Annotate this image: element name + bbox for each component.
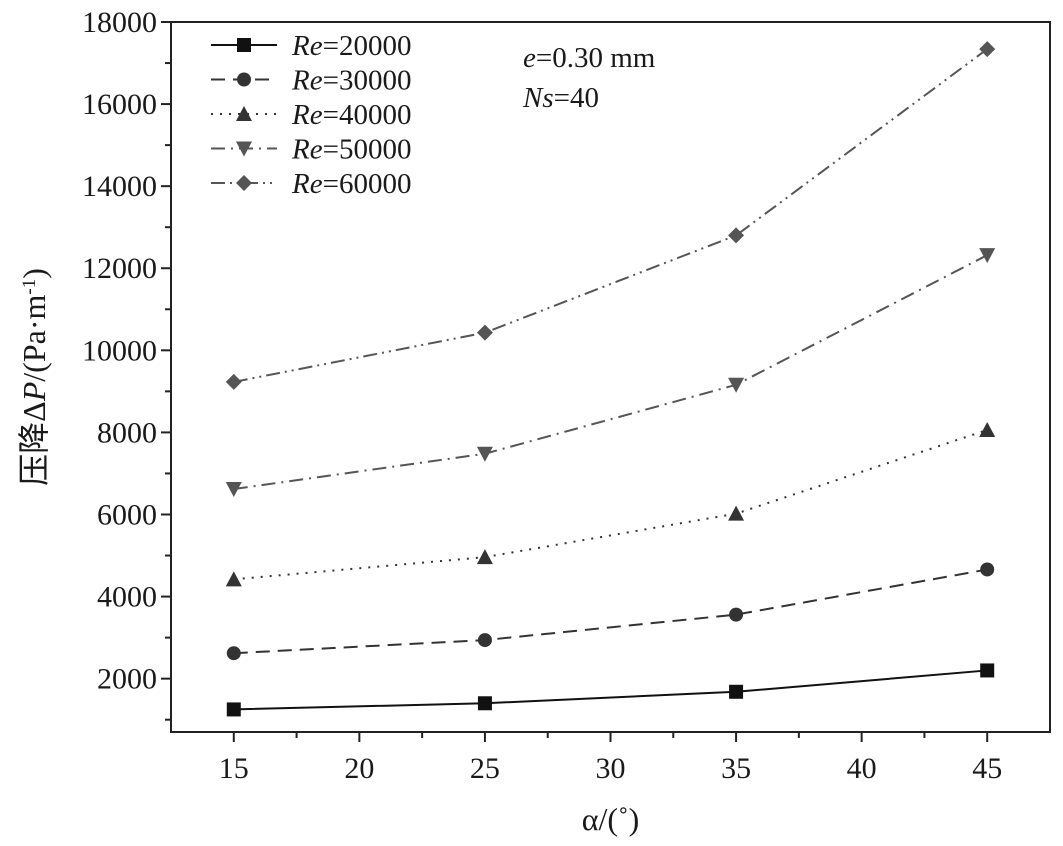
legend-label: Re=60000: [291, 168, 411, 200]
y-tick-label: 14000: [82, 170, 157, 203]
series-1: [226, 663, 995, 717]
data-point: [979, 41, 996, 58]
legend-label: Re=20000: [291, 30, 411, 62]
series-line: [233, 254, 988, 491]
annotation-text: Ns=40: [522, 82, 599, 114]
legend-item: Re=30000: [211, 65, 411, 97]
legend-label: Re=30000: [291, 65, 411, 97]
data-point: [729, 684, 744, 699]
series-line: [233, 428, 988, 581]
data-point: [728, 227, 745, 244]
data-point: [476, 446, 493, 462]
x-tick-label: 25: [470, 752, 500, 785]
legend-label: Re=50000: [291, 134, 411, 166]
series-line: [233, 48, 988, 383]
y-tick-label: 18000: [82, 6, 157, 39]
data-point: [980, 663, 995, 678]
y-tick-label: 4000: [97, 581, 157, 614]
legend-item: Re=50000: [211, 134, 411, 166]
y-tick-label: 12000: [82, 252, 157, 285]
x-tick-label: 40: [847, 752, 877, 785]
data-point: [477, 696, 492, 711]
data-point: [477, 633, 492, 648]
data-point: [728, 505, 745, 521]
data-point: [729, 607, 744, 622]
legend-marker: [237, 38, 251, 52]
y-tick-label: 6000: [97, 498, 157, 531]
series-4: [225, 248, 996, 498]
legend-item: Re=40000: [211, 99, 411, 131]
data-point: [225, 571, 242, 587]
data-point: [476, 549, 493, 565]
series-2: [226, 562, 995, 661]
y-tick-label: 2000: [97, 663, 157, 696]
legend-marker: [236, 175, 252, 191]
data-point: [226, 702, 241, 717]
series-5: [225, 41, 996, 390]
y-tick-label: 16000: [82, 88, 157, 121]
data-point: [728, 377, 745, 393]
x-tick-label: 20: [344, 752, 374, 785]
legend-marker: [237, 72, 251, 87]
series-3: [225, 421, 996, 587]
y-tick-label: 10000: [82, 334, 157, 367]
annotations: e=0.30 mm Ns=40: [522, 42, 656, 114]
legend-marker: [236, 141, 252, 157]
x-tick-label: 30: [596, 752, 626, 785]
data-point: [225, 373, 242, 390]
data-point: [979, 421, 996, 437]
axis-layer: 15 20 25 30 35 40 45 2000 4000 6000 8000 10000 12000…: [82, 6, 1002, 785]
x-tick-label: 35: [721, 752, 751, 785]
data-point: [225, 482, 242, 498]
legend-marker: [236, 106, 252, 121]
series-line: [233, 669, 988, 711]
data-point: [226, 646, 241, 661]
x-tick-label: 45: [972, 752, 1002, 785]
data-point: [979, 248, 996, 264]
y-tick-label: 8000: [97, 416, 157, 449]
data-point: [980, 562, 995, 577]
legend-item: Re=60000: [211, 168, 411, 200]
series-line: [233, 568, 988, 655]
data-point: [476, 324, 493, 341]
series-layer: [225, 41, 996, 717]
y-axis-title: 压降ΔP/(Pa·m-1): [16, 268, 52, 486]
legend-item: Re=20000: [211, 30, 411, 62]
legend-label: Re=40000: [291, 99, 411, 131]
x-axis-title: α/(˚): [582, 801, 640, 837]
annotation-text: e=0.30 mm: [523, 42, 656, 74]
x-tick-label: 15: [219, 752, 249, 785]
